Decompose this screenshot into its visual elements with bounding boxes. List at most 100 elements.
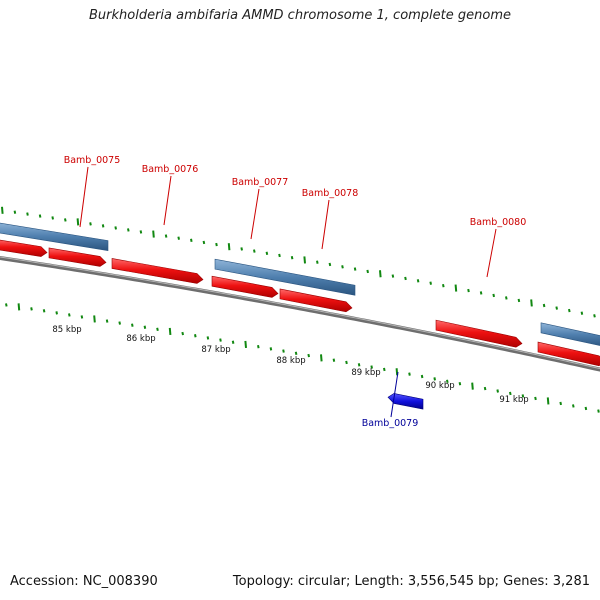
major-tick	[76, 218, 80, 226]
minor-tick	[181, 331, 184, 336]
minor-tick	[429, 281, 432, 285]
minor-tick	[572, 404, 575, 408]
minor-tick	[89, 222, 92, 226]
minor-tick	[316, 260, 319, 264]
tick-row-upper	[1, 206, 596, 318]
minor-tick	[257, 344, 260, 349]
minor-tick	[290, 256, 294, 260]
gene-label-leader	[163, 175, 172, 226]
minor-tick	[559, 401, 562, 406]
major-tick	[1, 206, 4, 214]
minor-tick	[328, 262, 332, 267]
scale-label: 91 kbp	[499, 395, 528, 405]
scale-label: 85 kbp	[52, 325, 81, 335]
minor-tick	[190, 238, 193, 243]
minor-tick	[408, 372, 411, 376]
minor-tick	[353, 267, 357, 271]
minor-tick	[492, 293, 495, 298]
minor-tick	[118, 321, 121, 325]
gene-label: Bamb_0077	[232, 177, 289, 188]
gene-label: Bamb_0076	[142, 164, 199, 175]
minor-tick	[131, 323, 134, 327]
minor-tick	[219, 338, 222, 342]
major-tick	[454, 284, 458, 292]
minor-tick	[404, 276, 407, 281]
minor-tick	[483, 386, 487, 391]
minor-tick	[202, 240, 206, 245]
minor-tick	[391, 274, 395, 278]
gene-bar	[0, 222, 109, 251]
major-tick	[17, 303, 21, 311]
minor-tick	[127, 228, 130, 232]
minor-tick	[51, 216, 54, 220]
minor-tick	[294, 351, 298, 356]
minor-tick	[278, 253, 281, 258]
minor-tick	[253, 249, 256, 253]
minor-tick	[370, 365, 373, 369]
minor-tick	[446, 379, 449, 383]
major-tick	[168, 327, 172, 336]
gene-label: Bamb_0078	[302, 188, 359, 199]
minor-tick	[5, 303, 8, 307]
gene-label: Bamb_0080	[470, 217, 527, 228]
minor-tick	[534, 396, 537, 401]
minor-tick	[584, 406, 588, 411]
minor-tick	[479, 291, 483, 295]
accession-text: Accession: NC_008390	[10, 574, 158, 589]
minor-tick	[496, 389, 499, 393]
major-tick	[244, 340, 247, 349]
minor-tick	[240, 247, 243, 251]
gene-bar	[214, 258, 356, 296]
scale-label: 90 kbp	[425, 381, 454, 391]
minor-tick	[164, 234, 168, 238]
minor-tick	[265, 251, 269, 255]
minor-tick	[345, 360, 348, 365]
minor-tick	[366, 269, 369, 274]
minor-tick	[282, 349, 285, 353]
minor-tick	[521, 394, 525, 398]
minor-tick	[307, 353, 310, 358]
minor-tick	[64, 218, 67, 222]
cds-forward-arrow	[435, 319, 523, 348]
major-tick	[395, 368, 399, 376]
minor-tick	[13, 210, 17, 214]
major-tick	[93, 315, 96, 323]
genome-summary-text: Topology: circular; Length: 3,556,545 bp…	[232, 574, 590, 589]
scale-labels: 85 kbp 86 kbp 87 kbp 88 kbp 89 kbp 90 kbp 91 k…	[52, 325, 528, 405]
minor-tick	[105, 319, 109, 323]
minor-tick	[143, 325, 147, 329]
minor-tick	[55, 311, 58, 315]
minor-tick	[505, 296, 508, 300]
major-tick	[530, 299, 533, 307]
cds-forward-arrow	[48, 247, 107, 267]
minor-tick	[30, 307, 33, 311]
backbone-line	[0, 255, 600, 372]
minor-tick	[38, 214, 42, 218]
tick-row-lower	[5, 303, 600, 413]
minor-tick	[442, 283, 445, 288]
cds-forward-arrow	[279, 288, 353, 313]
backbone-highlight	[0, 256, 600, 370]
scale-label: 87 kbp	[201, 345, 230, 355]
scale-label: 88 kbp	[276, 356, 305, 366]
minor-tick	[114, 226, 117, 230]
minor-tick	[555, 306, 558, 310]
minor-tick	[542, 303, 546, 308]
cds-forward-track	[0, 239, 600, 367]
minor-tick	[416, 279, 420, 283]
gene-label: Bamb_0075	[64, 155, 121, 166]
backbone-track	[0, 255, 600, 372]
minor-tick	[341, 265, 344, 269]
gene-labels: Bamb_0075 Bamb_0076 Bamb_0077 Bamb_0078 Bamb…	[64, 155, 527, 429]
scale-label: 89 kbp	[351, 368, 380, 378]
minor-tick	[332, 358, 336, 362]
gene-label: Bamb_0079	[362, 418, 419, 429]
minor-tick	[156, 327, 159, 332]
minor-tick	[593, 314, 596, 318]
gene-label-leader	[250, 188, 260, 240]
minor-tick	[580, 311, 584, 315]
cds-forward-arrow	[111, 258, 204, 284]
gene-bar	[540, 322, 600, 346]
cds-forward-arrow	[537, 341, 600, 367]
gene-label-leader	[390, 371, 399, 418]
